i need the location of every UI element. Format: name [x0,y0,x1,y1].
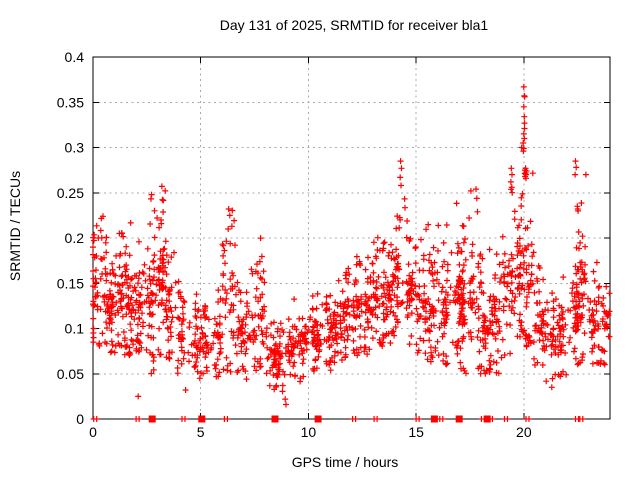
y-tick-label: 0 [76,411,84,427]
chart-title: Day 131 of 2025, SRMTID for receiver bla… [220,17,489,33]
y-tick-labels: 0 0.05 0.1 0.15 0.2 0.25 0.3 0.35 0.4 [57,49,84,427]
y-tick-label: 0.3 [65,140,85,156]
y-tick-label: 0.2 [65,230,85,246]
y-tick-label: 0.35 [57,94,84,110]
x-axis-label: GPS time / hours [292,454,399,470]
zero-value-square [198,415,206,423]
y-axis-label: SRMTID / TECUs [7,171,23,281]
y-tick-label: 0.1 [65,321,85,337]
zero-value-square [271,415,279,423]
zero-value-square [455,415,463,423]
y-tick-label: 0.4 [65,49,85,65]
zero-value-square [430,415,438,423]
x-tick-label: 15 [408,424,424,440]
x-tick-label: 20 [516,424,532,440]
zero-value-square [314,415,322,423]
zero-value-markers [148,415,491,423]
x-tick-label: 10 [301,424,317,440]
y-tick-label: 0.25 [57,185,84,201]
x-tick-labels: 0 5 10 15 20 [89,424,532,440]
y-tick-label: 0.05 [57,366,84,382]
x-tick-label: 5 [197,424,205,440]
zero-value-square [148,415,156,423]
x-tick-label: 0 [89,424,97,440]
y-tick-label: 0.15 [57,275,84,291]
zero-value-square [483,415,491,423]
scatter-data-points [90,83,613,422]
